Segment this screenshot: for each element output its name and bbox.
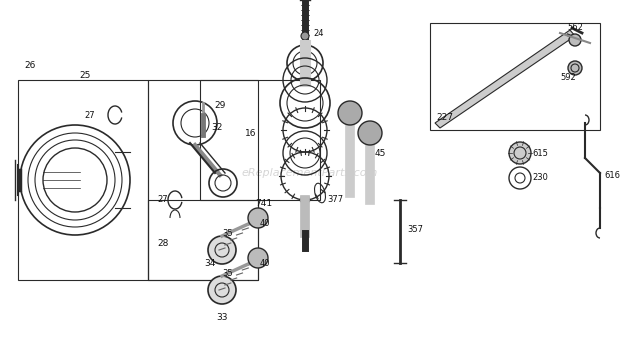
- Text: 357: 357: [407, 226, 423, 235]
- Circle shape: [208, 276, 236, 304]
- Text: 227: 227: [436, 113, 453, 122]
- Text: 27: 27: [157, 196, 168, 205]
- Text: 40: 40: [260, 219, 270, 228]
- Circle shape: [338, 101, 362, 125]
- Text: 32: 32: [211, 124, 223, 133]
- Text: 35: 35: [223, 269, 233, 277]
- Bar: [148, 200, 258, 280]
- Text: 26: 26: [24, 61, 36, 70]
- Text: 377: 377: [327, 196, 343, 205]
- Circle shape: [248, 208, 268, 228]
- Text: 29: 29: [215, 101, 226, 110]
- Text: 562: 562: [567, 24, 583, 32]
- Text: 25: 25: [79, 71, 91, 79]
- Text: 33: 33: [216, 314, 228, 323]
- Text: eReplacementParts.com: eReplacementParts.com: [242, 168, 378, 178]
- Bar: [200, 80, 320, 200]
- Text: 45: 45: [374, 149, 386, 158]
- Circle shape: [301, 32, 309, 40]
- Polygon shape: [435, 30, 575, 128]
- Text: 230: 230: [532, 174, 548, 182]
- Text: 34: 34: [205, 259, 216, 268]
- Text: 592: 592: [560, 73, 576, 82]
- Circle shape: [568, 61, 582, 75]
- Circle shape: [509, 142, 531, 164]
- Text: 28: 28: [157, 238, 169, 247]
- Text: 24: 24: [314, 29, 324, 38]
- Circle shape: [248, 248, 268, 268]
- Bar: [430, 23, 600, 130]
- Text: 35: 35: [223, 229, 233, 237]
- Text: 27: 27: [85, 111, 95, 119]
- Text: 616: 616: [604, 172, 620, 181]
- Circle shape: [569, 34, 581, 46]
- Text: 741: 741: [255, 198, 272, 207]
- Circle shape: [358, 121, 382, 145]
- Bar: [148, 80, 258, 280]
- Circle shape: [208, 236, 236, 264]
- Bar: [18, 80, 148, 280]
- Text: 40: 40: [260, 259, 270, 268]
- Text: 16: 16: [245, 128, 257, 137]
- Text: 615: 615: [532, 149, 548, 158]
